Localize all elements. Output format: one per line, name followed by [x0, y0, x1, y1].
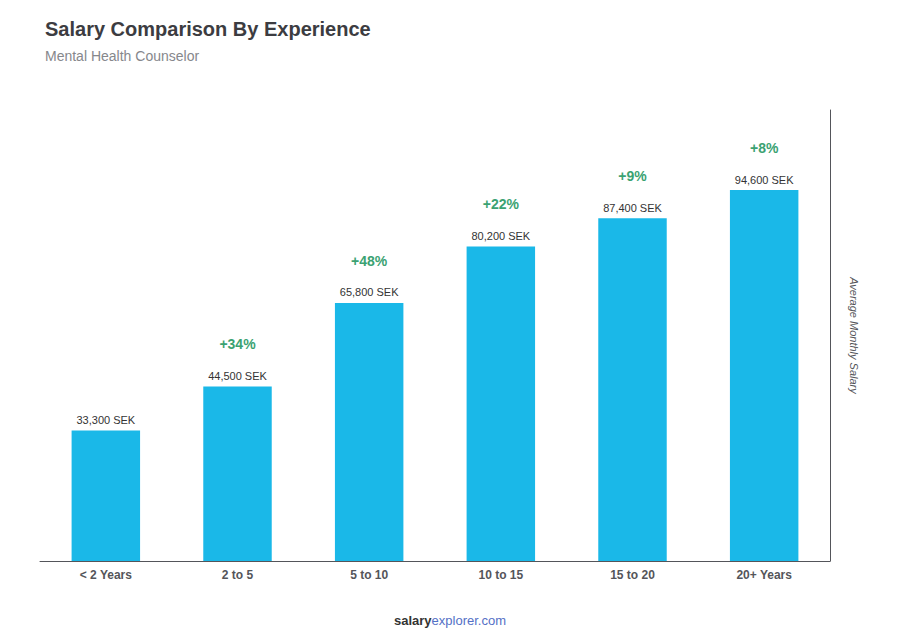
svg-text:15 to 20: 15 to 20 — [610, 568, 655, 582]
svg-text:explorer.com: explorer.com — [432, 613, 506, 628]
svg-text:2 to 5: 2 to 5 — [222, 568, 254, 582]
svg-text:80,200 SEK: 80,200 SEK — [471, 230, 530, 242]
svg-text:salary: salary — [394, 613, 432, 628]
svg-text:+34%: +34% — [219, 336, 256, 352]
svg-text:+48%: +48% — [351, 253, 388, 269]
svg-text:87,400 SEK: 87,400 SEK — [603, 202, 662, 214]
svg-text:33,300 SEK: 33,300 SEK — [76, 414, 135, 426]
svg-text:+22%: +22% — [483, 196, 520, 212]
svg-text:94,600 SEK: 94,600 SEK — [735, 174, 794, 186]
svg-text:Mental Health Counselor: Mental Health Counselor — [45, 48, 199, 64]
svg-text:44,500 SEK: 44,500 SEK — [208, 370, 267, 382]
svg-text:+8%: +8% — [750, 140, 779, 156]
svg-text:Average Monthly Salary: Average Monthly Salary — [848, 276, 860, 395]
svg-text:Salary Comparison By Experienc: Salary Comparison By Experience — [45, 18, 371, 40]
svg-text:< 2 Years: < 2 Years — [80, 568, 132, 582]
svg-text:+9%: +9% — [618, 168, 647, 184]
svg-text:5 to 10: 5 to 10 — [350, 568, 388, 582]
svg-text:10 to 15: 10 to 15 — [478, 568, 523, 582]
svg-text:65,800 SEK: 65,800 SEK — [340, 286, 399, 298]
svg-text:20+ Years: 20+ Years — [736, 568, 792, 582]
